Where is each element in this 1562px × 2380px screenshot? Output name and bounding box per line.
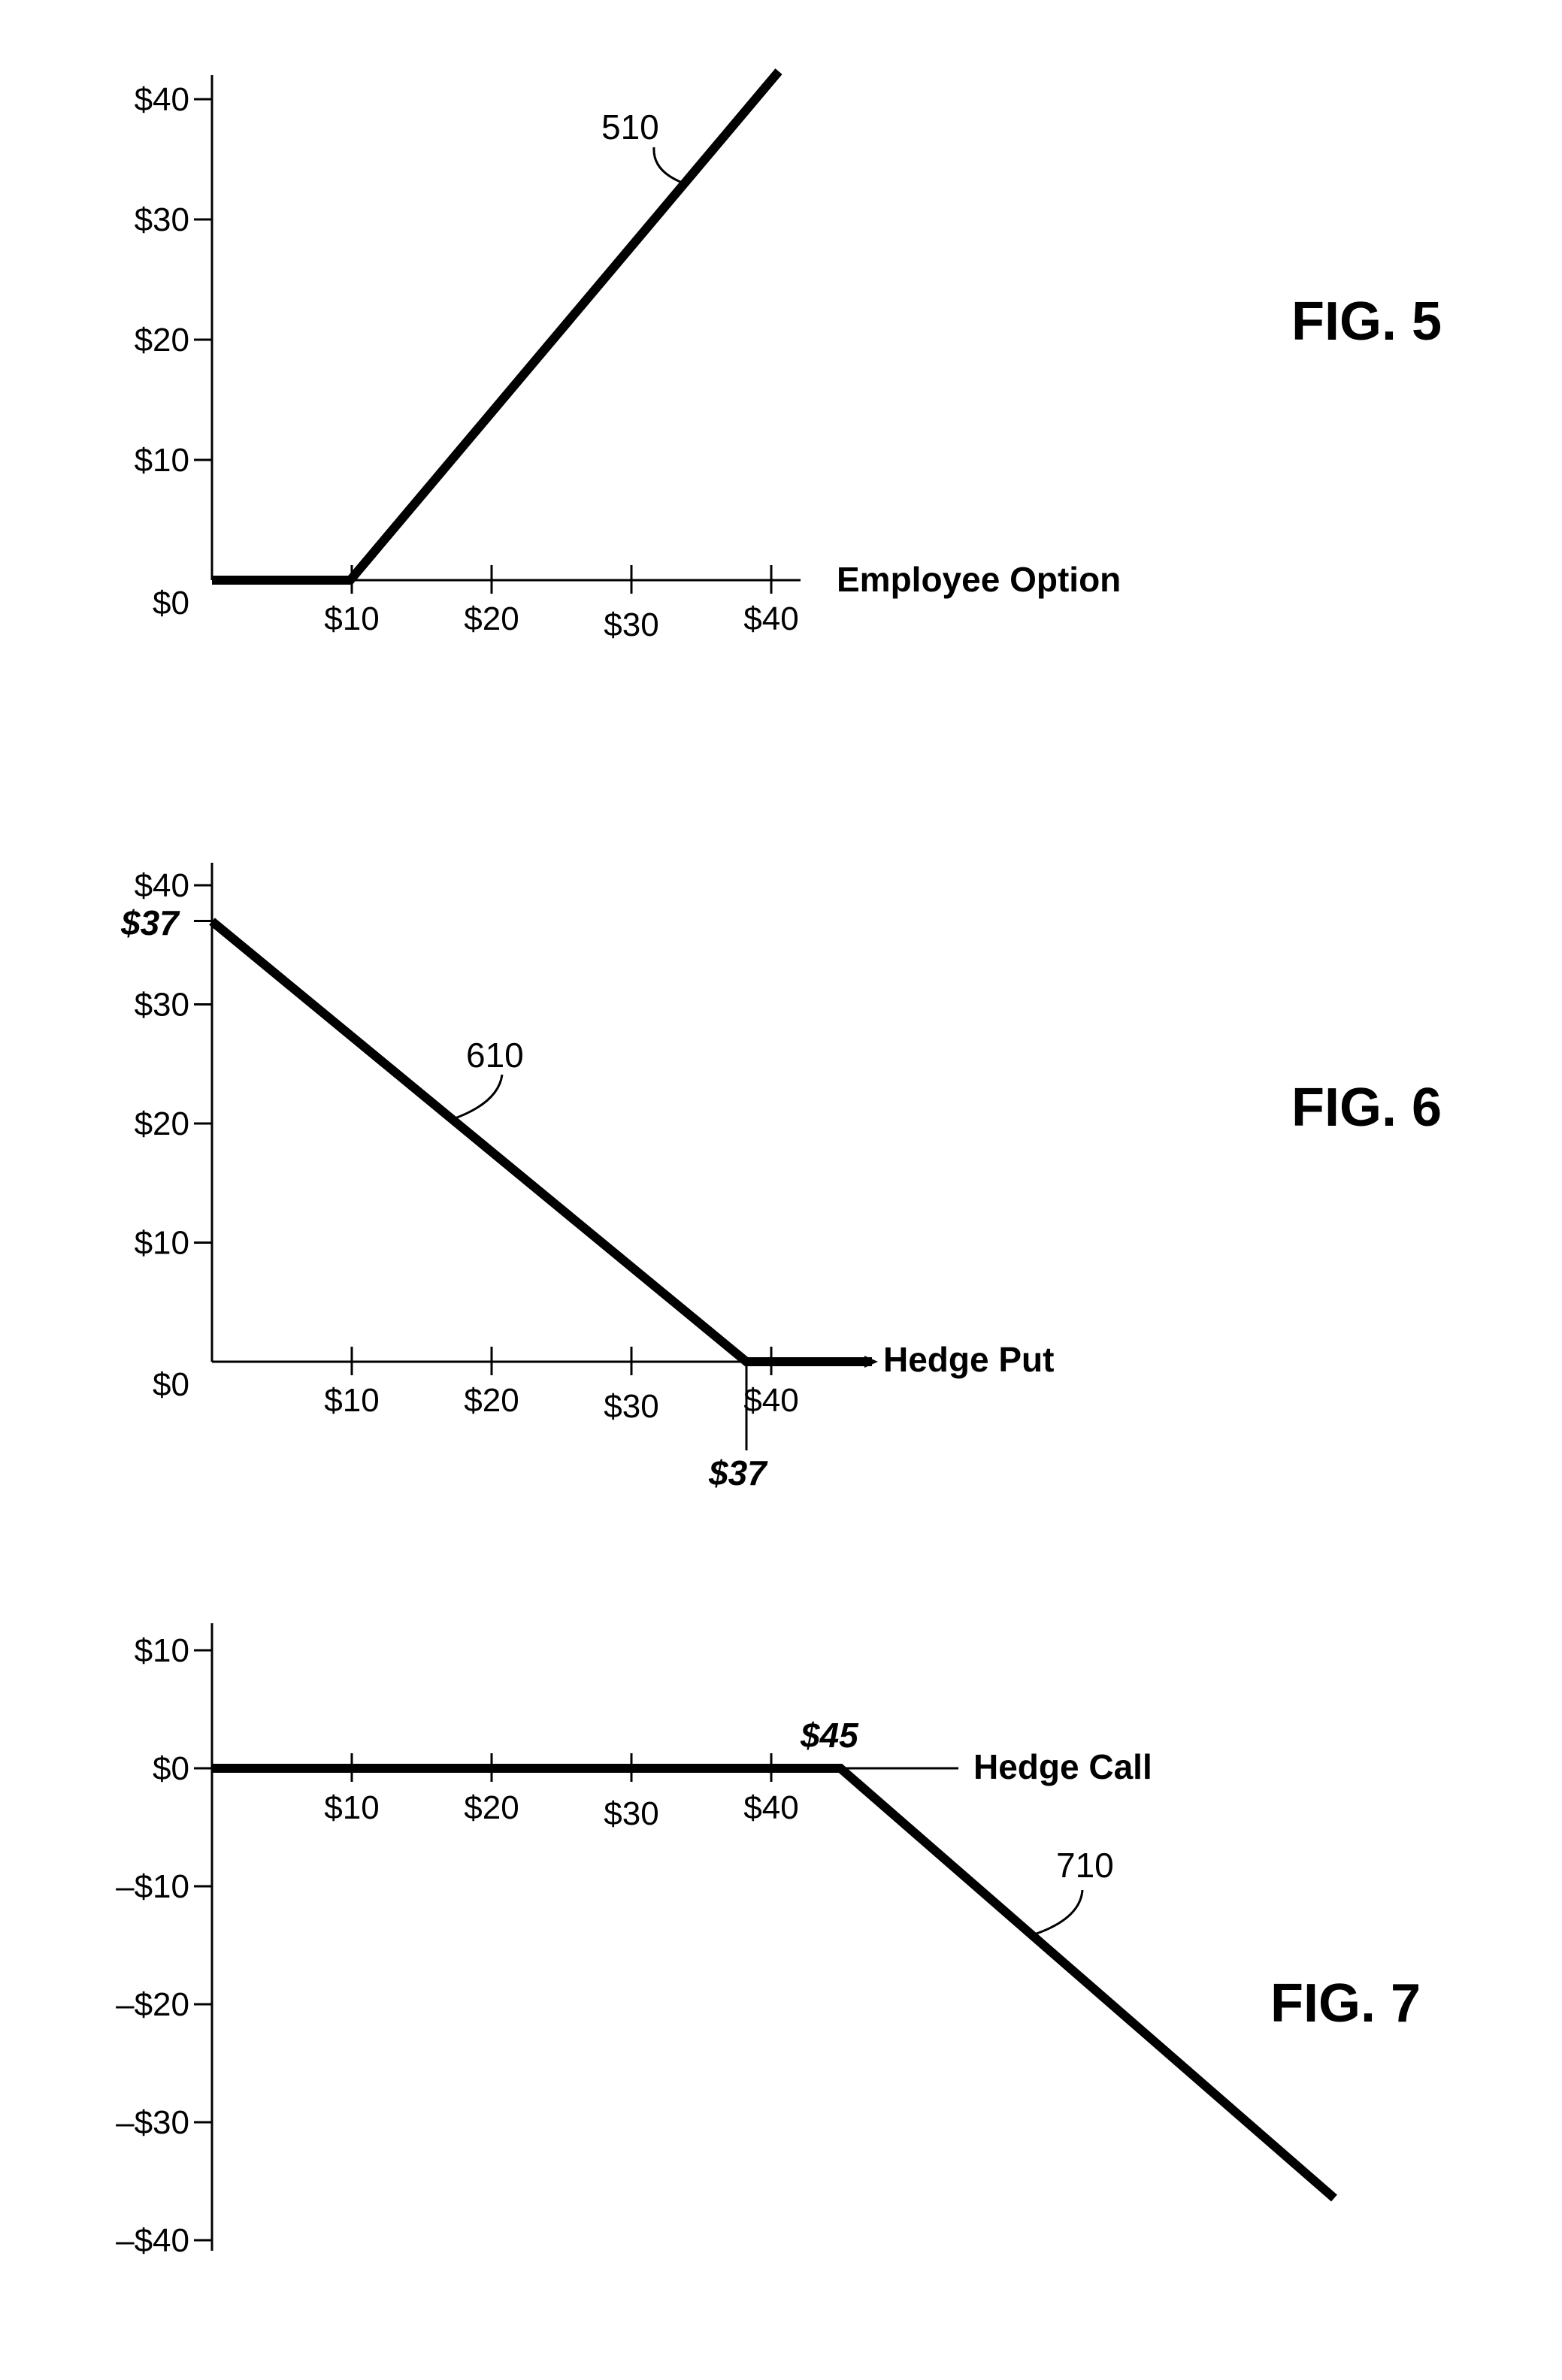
- fig6-y-callout-label: $37: [120, 903, 180, 942]
- fig5-y-tick-label: $40: [135, 81, 189, 118]
- fig5-chart: 510 Employee Option FIG. 5 $10$20$30$40 …: [135, 71, 1442, 643]
- fig6-ref-label: 610: [466, 1036, 524, 1075]
- fig7-y-tick-label: –$30: [116, 2104, 189, 2141]
- fig6-ref-leader: [451, 1075, 502, 1120]
- fig6-x-tick-label: $20: [464, 1382, 519, 1419]
- fig6-y-tick-label: $0: [153, 1366, 189, 1403]
- fig7-y-tick-label: $0: [153, 1750, 189, 1787]
- fig7-ref-leader: [1032, 1890, 1082, 1935]
- fig7-y-tick-label: –$10: [116, 1868, 189, 1905]
- fig7-y-tick-label: –$20: [116, 1986, 189, 2023]
- fig5-x-tick-label: $30: [604, 606, 658, 643]
- fig7-x-tick-label: $40: [743, 1789, 798, 1826]
- fig6-y-ticks: $0 $10 $20 $30 $40: [135, 867, 212, 1403]
- fig5-y-tick-label: $0: [153, 585, 189, 621]
- fig7-y-tick-label: –$40: [116, 2222, 189, 2259]
- fig6-x-tick-label: $10: [324, 1382, 379, 1419]
- fig5-x-ticks: $10 $20 $30 $40: [324, 565, 798, 643]
- fig6-x-tick-label: $40: [743, 1382, 798, 1419]
- fig6-x-tick-label: $30: [604, 1388, 658, 1425]
- fig7-y-ticks: $10 $0 –$10 –$20 –$30 –$40: [116, 1632, 212, 2259]
- fig6-y-tick-label: $10: [135, 1225, 189, 1262]
- fig5-series-510: [212, 71, 779, 580]
- fig5-ref-leader: [654, 147, 680, 182]
- fig7-x-tick-label: $30: [604, 1795, 658, 1832]
- fig5-y-tick-label: $20: [135, 322, 189, 358]
- fig6-x-ticks: $10 $20 $30 $40: [324, 1347, 798, 1425]
- fig6-x-callout-label: $37: [708, 1453, 768, 1492]
- fig5-figure-label: FIG. 5: [1291, 292, 1442, 352]
- fig7-series-710: [212, 1768, 1334, 2198]
- fig5-x-tick-label: $10: [324, 600, 379, 637]
- fig6-y-tick-label: $20: [135, 1105, 189, 1142]
- fig6-figure-label: FIG. 6: [1291, 1078, 1442, 1138]
- fig5-y-tick-label: $30: [135, 201, 189, 238]
- fig7-figure-label: FIG. 7: [1270, 1973, 1421, 2034]
- fig7-x-tick-label: $20: [464, 1789, 519, 1826]
- fig7-ref-label: 710: [1056, 1846, 1114, 1885]
- fig7-y-tick-label: $10: [135, 1632, 189, 1669]
- fig5-x-axis-label: Employee Option: [837, 560, 1121, 599]
- fig5-x-tick-label: $20: [464, 600, 519, 637]
- fig6-x-axis-label: Hedge Put: [883, 1340, 1054, 1379]
- fig7-x-tick-label: $10: [324, 1789, 379, 1826]
- fig6-series-610: [212, 921, 872, 1362]
- fig6-chart: 610 $37 $37 Hedge Put FIG. 6 $10 $20 $30 $4…: [120, 863, 1442, 1492]
- fig7-chart: 710 $45 Hedge Call FIG. 7 $10 $20 $30 $40 $…: [116, 1623, 1421, 2259]
- fig7-x-axis-label: Hedge Call: [973, 1747, 1152, 1786]
- fig6-y-tick-label: $30: [135, 987, 189, 1024]
- fig5-y-tick-label: $10: [135, 442, 189, 479]
- fig5-y-ticks: $0 $10 $20 $30 $40: [135, 81, 212, 621]
- fig5-ref-label: 510: [601, 107, 659, 147]
- fig7-x-callout-label: $45: [800, 1716, 859, 1755]
- fig6-y-tick-label: $40: [135, 867, 189, 904]
- fig5-x-tick-label: $40: [743, 600, 798, 637]
